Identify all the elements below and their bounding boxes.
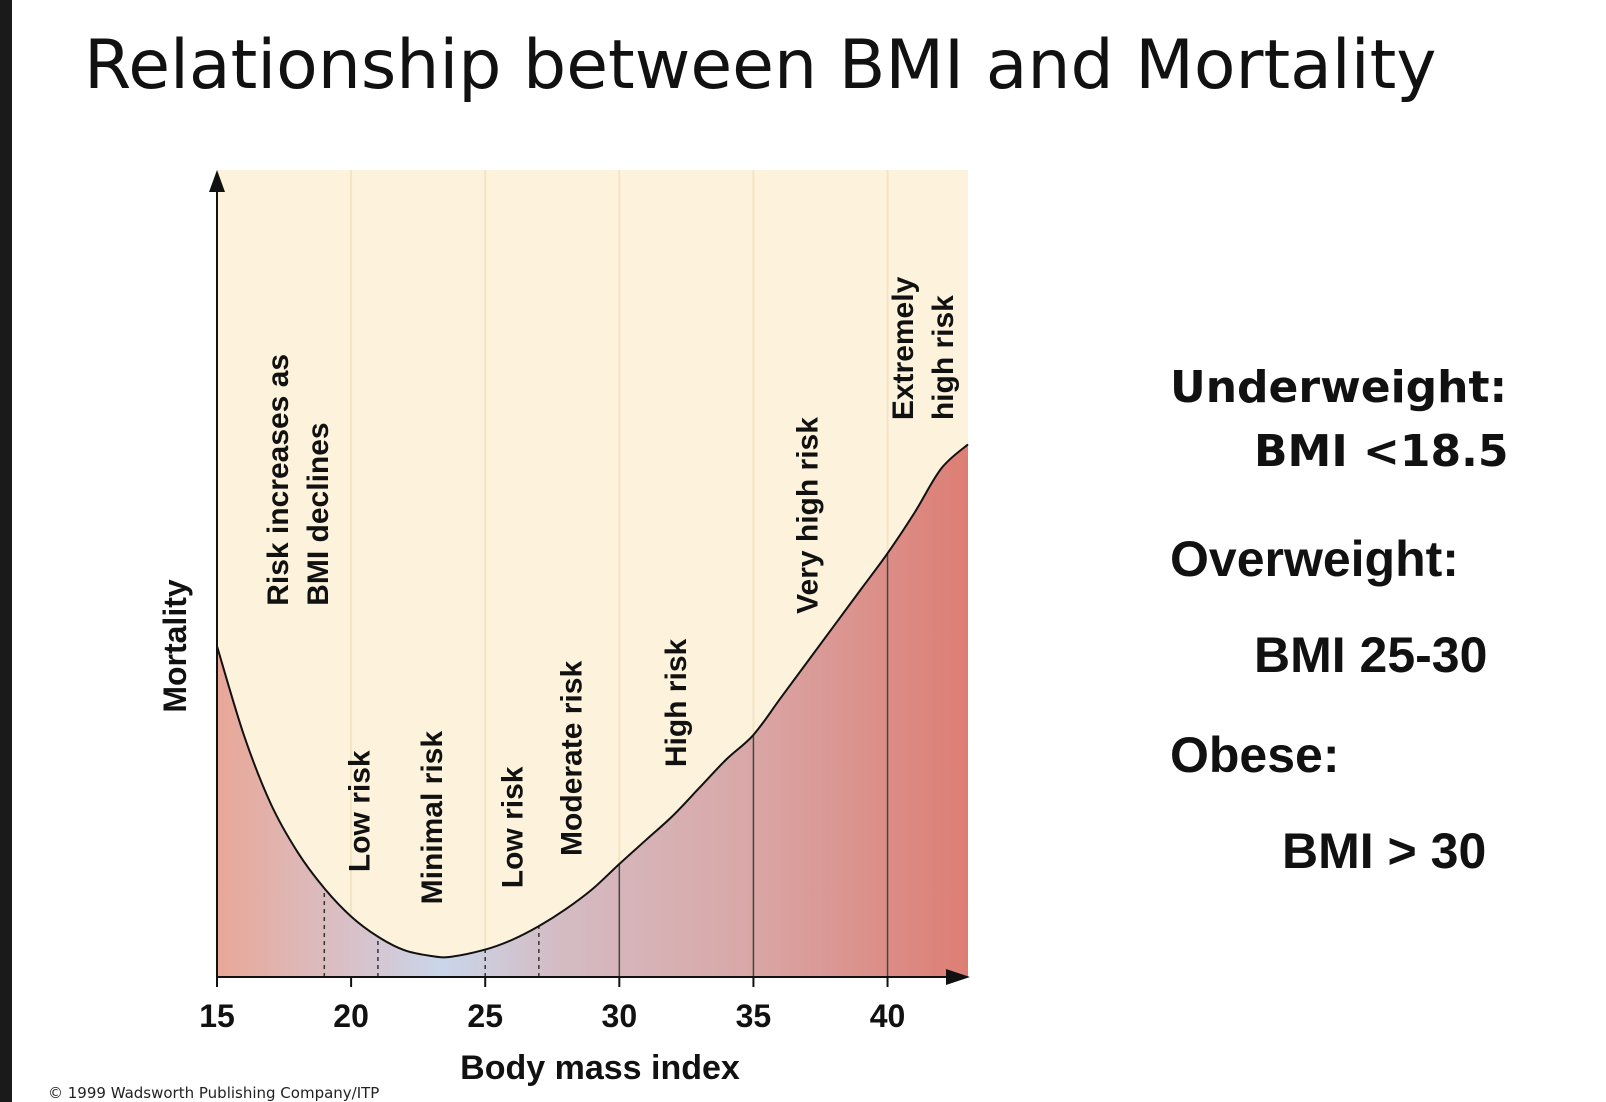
underweight-label: Underweight: [1170,362,1508,413]
y-axis-title: Mortality [157,579,193,713]
zone-label: Very high risk [792,417,825,614]
zone-label: high risk [927,295,960,420]
zone-label: Low risk [497,766,530,888]
x-tick-label: 35 [736,998,772,1034]
slide-title: Relationship between BMI and Mortality [84,26,1437,105]
zone-label: Risk increases as [262,354,295,606]
zone-label: BMI declines [302,422,335,605]
zone-label: High risk [660,639,693,768]
x-axis-arrow [946,969,970,985]
x-axis-title: Body mass index [460,1049,740,1087]
mortality-curve-line [216,443,969,959]
overweight-value: BMI 25-30 [1254,627,1488,683]
zone-label: Moderate risk [556,661,589,856]
x-tick-label: 25 [467,998,503,1034]
obese-label: Obese: [1170,727,1340,783]
underweight-value: BMI <18.5 [1254,426,1509,477]
overweight-label: Overweight: [1170,531,1459,587]
zone-label: Minimal risk [416,731,449,905]
slide-left-border [0,0,12,1102]
copyright-notice: © 1999 Wadsworth Publishing Company/ITP [48,1084,380,1102]
y-axis-arrow [209,170,225,192]
x-tick-label: 40 [870,998,906,1034]
x-tick-label: 20 [333,998,369,1034]
mortality-area [217,444,968,977]
zone-label: Extremely [887,276,920,420]
x-tick-label: 30 [602,998,638,1034]
obese-value: BMI > 30 [1282,823,1487,879]
x-tick-label: 15 [199,998,235,1034]
zone-label: Low risk [344,750,377,872]
